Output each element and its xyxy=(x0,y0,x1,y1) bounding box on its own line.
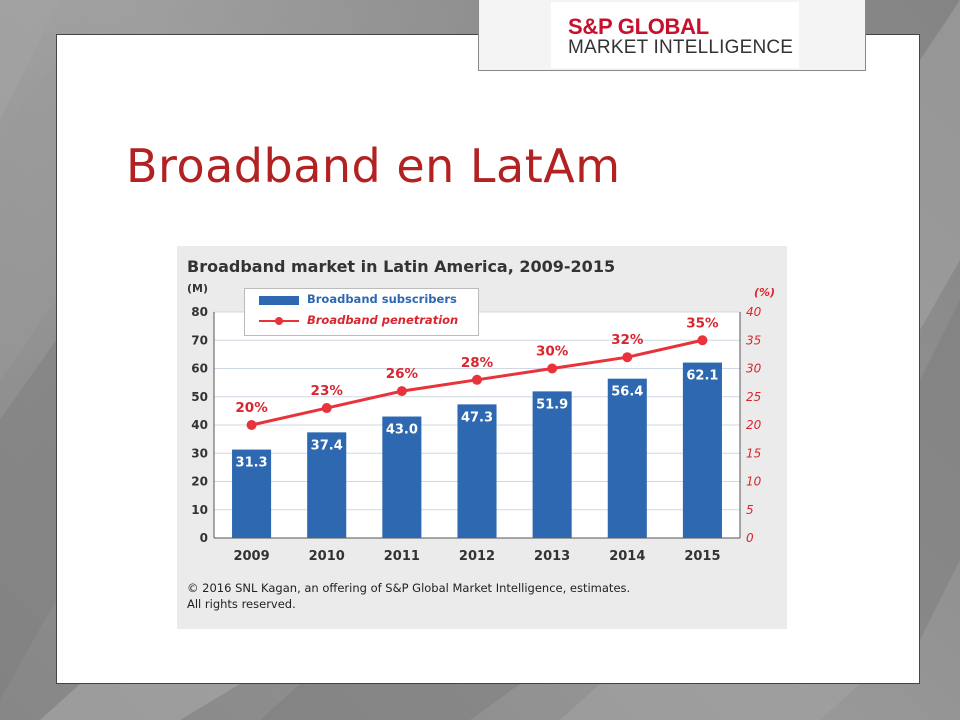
company-logo: S&P GLOBAL MARKET INTELLIGENCE xyxy=(551,2,799,68)
bar-subscribers xyxy=(232,449,272,538)
bar-subscribers xyxy=(457,404,497,538)
line-value-label: 20% xyxy=(235,400,268,416)
y-tick-label-right: 25 xyxy=(746,390,761,404)
y-tick-label-right: 10 xyxy=(746,475,762,489)
chart-legend: Broadband subscribers Broadband penetrat… xyxy=(244,288,479,336)
chart-canvas: 0 10 20 30 40 50 60 70 80 0 5 10 15 20 25 30 35 40 31.3 37.… xyxy=(191,305,762,564)
bar-value-label: 37.4 xyxy=(311,438,343,453)
y-tick-label-right: 5 xyxy=(746,503,754,517)
logo-banner: S&P GLOBAL MARKET INTELLIGENCE xyxy=(478,0,866,71)
y-tick-label-right: 20 xyxy=(746,418,762,432)
source-line-2: All rights reserved. xyxy=(187,597,296,611)
x-tick-label: 2013 xyxy=(534,549,570,564)
point-penetration xyxy=(321,403,332,414)
y-tick-label-right: 15 xyxy=(746,446,761,460)
y-tick-label-left: 20 xyxy=(191,475,208,489)
line-value-label: 30% xyxy=(536,344,569,360)
bar-value-label: 62.1 xyxy=(686,369,718,384)
legend-marker-penetration xyxy=(275,317,283,325)
line-value-label: 26% xyxy=(386,366,419,382)
chart-source-note: © 2016 SNL Kagan, an offering of S&P Glo… xyxy=(187,580,747,612)
bar-subscribers xyxy=(607,378,647,538)
x-tick-label: 2010 xyxy=(309,549,345,564)
bar-value-label: 56.4 xyxy=(611,385,643,400)
point-penetration xyxy=(246,420,257,430)
y-tick-label-right: 35 xyxy=(746,333,761,347)
point-penetration xyxy=(396,386,407,397)
logo-line-1: S&P GLOBAL xyxy=(568,14,709,39)
line-value-label: 23% xyxy=(311,383,344,399)
bar-subscribers xyxy=(532,391,572,538)
point-penetration xyxy=(622,352,633,363)
y-tick-label-left: 10 xyxy=(191,503,208,517)
bar-subscribers xyxy=(382,416,422,538)
x-tick-label: 2012 xyxy=(459,549,495,564)
y-tick-label-right: 40 xyxy=(746,305,762,319)
x-tick-label: 2011 xyxy=(384,549,420,564)
y-tick-label-left: 50 xyxy=(191,390,208,404)
x-tick-label: 2015 xyxy=(684,549,720,564)
y-tick-label-left: 40 xyxy=(191,418,208,432)
legend-label-subscribers: Broadband subscribers xyxy=(307,292,457,306)
bar-value-label: 31.3 xyxy=(236,456,268,471)
left-axis-unit: (M) xyxy=(187,282,209,295)
y-tick-label-right: 0 xyxy=(746,531,754,545)
y-tick-label-right: 30 xyxy=(746,362,762,376)
y-tick-label-left: 0 xyxy=(200,531,208,545)
legend-swatch-subscribers xyxy=(259,296,299,305)
line-value-label: 32% xyxy=(611,332,644,348)
y-tick-label-left: 80 xyxy=(191,305,208,319)
point-penetration xyxy=(697,335,708,346)
legend-label-penetration: Broadband penetration xyxy=(307,313,459,327)
line-value-label: 28% xyxy=(461,355,494,371)
bar-value-label: 43.0 xyxy=(386,423,418,438)
y-tick-label-left: 60 xyxy=(191,362,208,376)
point-penetration xyxy=(547,363,558,374)
bar-subscribers xyxy=(682,362,722,538)
point-penetration xyxy=(472,374,482,385)
y-tick-label-left: 30 xyxy=(191,446,208,460)
bar-value-label: 51.9 xyxy=(536,397,568,412)
y-tick-label-left: 70 xyxy=(191,333,208,347)
x-tick-label: 2009 xyxy=(233,549,269,564)
bar-value-label: 47.3 xyxy=(461,410,493,425)
right-axis-unit: (%) xyxy=(754,286,776,299)
x-tick-label: 2014 xyxy=(609,549,645,564)
line-value-label: 35% xyxy=(686,315,719,331)
chart-title: Broadband market in Latin America, 2009-… xyxy=(187,257,616,276)
logo-line-2: MARKET INTELLIGENCE xyxy=(568,37,794,58)
slide-title: Broadband en LatAm xyxy=(126,139,621,193)
chart-figure: 0 10 20 30 40 50 60 70 80 0 5 10 15 20 25 30 35 40 31.3 37.… xyxy=(177,246,787,629)
bar-subscribers xyxy=(307,432,347,538)
source-line-1: © 2016 SNL Kagan, an offering of S&P Glo… xyxy=(187,581,631,595)
